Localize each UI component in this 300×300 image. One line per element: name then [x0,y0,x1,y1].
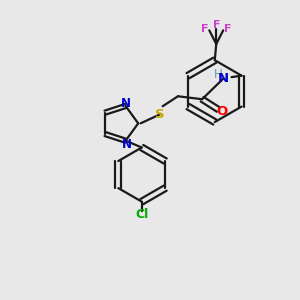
Text: N: N [122,138,132,151]
Text: N: N [218,72,229,85]
Text: F: F [224,24,231,34]
Text: O: O [217,105,228,119]
Text: N: N [121,97,131,110]
Text: Cl: Cl [135,208,148,220]
Text: H: H [214,68,222,81]
Text: F: F [201,24,209,34]
Text: F: F [212,20,220,30]
Text: S: S [155,108,164,121]
